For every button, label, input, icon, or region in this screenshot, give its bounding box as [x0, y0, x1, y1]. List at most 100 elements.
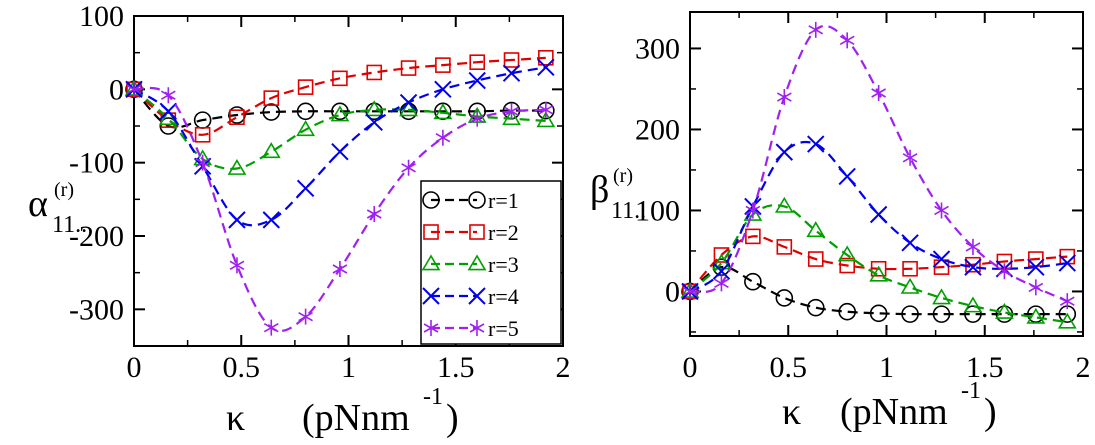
- right-series-r1-point: [838, 302, 857, 321]
- left-series-r5-point: [298, 308, 313, 325]
- legend-label: r=1: [488, 188, 519, 213]
- right-xlabel-close: ): [984, 391, 997, 433]
- right-series-r5-point: [808, 21, 824, 38]
- right-series-r5-point: [1028, 279, 1044, 296]
- right-series-r3-point: [869, 265, 889, 282]
- left-series-r2: [126, 49, 554, 143]
- left-series-r2-point: [366, 64, 383, 81]
- left-series-r4-point: [399, 93, 418, 112]
- left-series-r2-point: [297, 79, 314, 95]
- right-series-r1-point: [869, 304, 888, 323]
- left-series-r5-point: [126, 81, 142, 98]
- right-series-r2-point: [839, 257, 856, 274]
- right-series-r2-point: [965, 256, 981, 273]
- left-series-r3-point: [261, 142, 281, 159]
- right-series-r2-point: [807, 251, 824, 267]
- right-ylabel-symbol: β: [590, 169, 609, 211]
- left-series-group: [124, 49, 556, 336]
- left-series-r2-point: [263, 90, 280, 106]
- legend-marker: [423, 320, 439, 336]
- left-series-r5-point: [538, 101, 554, 118]
- left-series-r3-point: [296, 120, 315, 137]
- left-xtick-label: 1.5: [437, 351, 475, 384]
- left-series-r1-point: [228, 106, 246, 124]
- right-series-r1-point: [806, 298, 825, 317]
- right-series-r2-point: [745, 228, 761, 245]
- legend-marker: [467, 254, 487, 271]
- right-series-group: [680, 21, 1077, 329]
- right-ylabel-superscript: (r): [613, 165, 633, 187]
- right-series-r1-point: [1027, 305, 1045, 323]
- right-series-r4-point: [775, 143, 794, 161]
- legend-label: r=5: [488, 316, 519, 341]
- left-series-r4-point: [365, 113, 383, 132]
- left-series-r5: [126, 81, 554, 336]
- left-series-r5-point: [366, 206, 382, 222]
- right-series-r4-point: [964, 258, 982, 276]
- left-ytick-label: 0: [109, 73, 124, 106]
- left-series-r1-point: [262, 103, 281, 121]
- left-series-r2-line: [133, 56, 546, 136]
- right-series-r5-point: [965, 238, 981, 255]
- left-series-r4-point: [262, 211, 280, 229]
- right-xlabel-unit: (pNnm: [840, 391, 948, 433]
- left-xlabel-exponent: -1: [423, 384, 443, 410]
- right-series-r5-point: [776, 89, 792, 106]
- right-series-r5-point: [902, 149, 918, 166]
- left-series-r2-point: [435, 57, 451, 73]
- right-series-r5: [682, 21, 1075, 310]
- legend-marker: [468, 287, 486, 305]
- right-series-r3-point: [712, 253, 731, 270]
- right-series-r3-point: [837, 245, 857, 262]
- right-series-r4-point: [1027, 258, 1045, 276]
- right-xlabel: κ (pNnm -1 ): [782, 378, 997, 433]
- legend-label: r=2: [488, 220, 519, 245]
- legend-item-r2: r=2: [423, 220, 519, 245]
- right-chart: 0 0.5 1 1.5 2 0 100 200 300 β (r) 11.. κ (pNnm -…: [590, 11, 1091, 433]
- right-ticks: [689, 12, 1084, 336]
- left-ylabel: α (r) 11..: [28, 179, 87, 238]
- left-series-r1-point: [296, 102, 315, 121]
- left-series-r5-point: [160, 87, 176, 104]
- right-series-r1-point: [775, 289, 794, 307]
- left-xlabel-symbol: κ: [226, 397, 245, 439]
- legend-marker: [422, 287, 440, 305]
- left-ytick-label: -100: [69, 147, 124, 180]
- right-series-r4-point: [712, 262, 731, 280]
- left-ylabel-subscript: 11..: [52, 212, 87, 238]
- right-plot-frame: [689, 11, 1084, 337]
- right-tick-labels: 0 0.5 1 1.5 2 0 100 200 300: [635, 32, 1091, 384]
- left-series-r5-point: [229, 257, 245, 274]
- left-series-r3-point: [364, 100, 384, 117]
- right-series-r3-point: [932, 288, 951, 305]
- left-xtick-label: 0.5: [223, 351, 261, 384]
- left-xlabel-close: ): [446, 397, 459, 439]
- right-series-r5-point: [997, 263, 1012, 280]
- right-ylabel: β (r) 11..: [590, 165, 646, 224]
- legend-marker: [469, 224, 485, 240]
- right-ylabel-subscript: 11..: [611, 198, 646, 224]
- right-series-r4-point: [807, 135, 825, 153]
- left-series-r5-point: [195, 154, 210, 171]
- left-series-r5-point: [332, 261, 348, 277]
- right-xtick-label: 2: [1076, 351, 1091, 384]
- left-xlabel: κ (pNnm -1 ): [226, 384, 459, 439]
- left-series-r3-point: [536, 111, 556, 128]
- left-series-r3-point: [502, 109, 521, 126]
- left-series-r3: [124, 79, 556, 175]
- right-series-r5-point: [682, 283, 698, 300]
- left-series-r2-point: [538, 49, 554, 66]
- right-series-r5-point: [745, 202, 761, 219]
- legend-marker: [423, 224, 439, 240]
- right-series-r3-point: [900, 277, 920, 294]
- left-series-r2-point: [229, 109, 245, 125]
- left-series-r3-point: [399, 100, 418, 117]
- right-series-r4-point: [1058, 254, 1076, 272]
- left-series-r5-point: [504, 103, 519, 120]
- left-series-r4-point: [159, 102, 178, 121]
- legend-marker: [422, 191, 440, 209]
- right-xtick-label: 0: [683, 351, 698, 384]
- left-series-r2-point: [503, 52, 520, 68]
- right-xlabel-symbol: κ: [782, 391, 801, 433]
- left-series-r4-point: [228, 211, 246, 229]
